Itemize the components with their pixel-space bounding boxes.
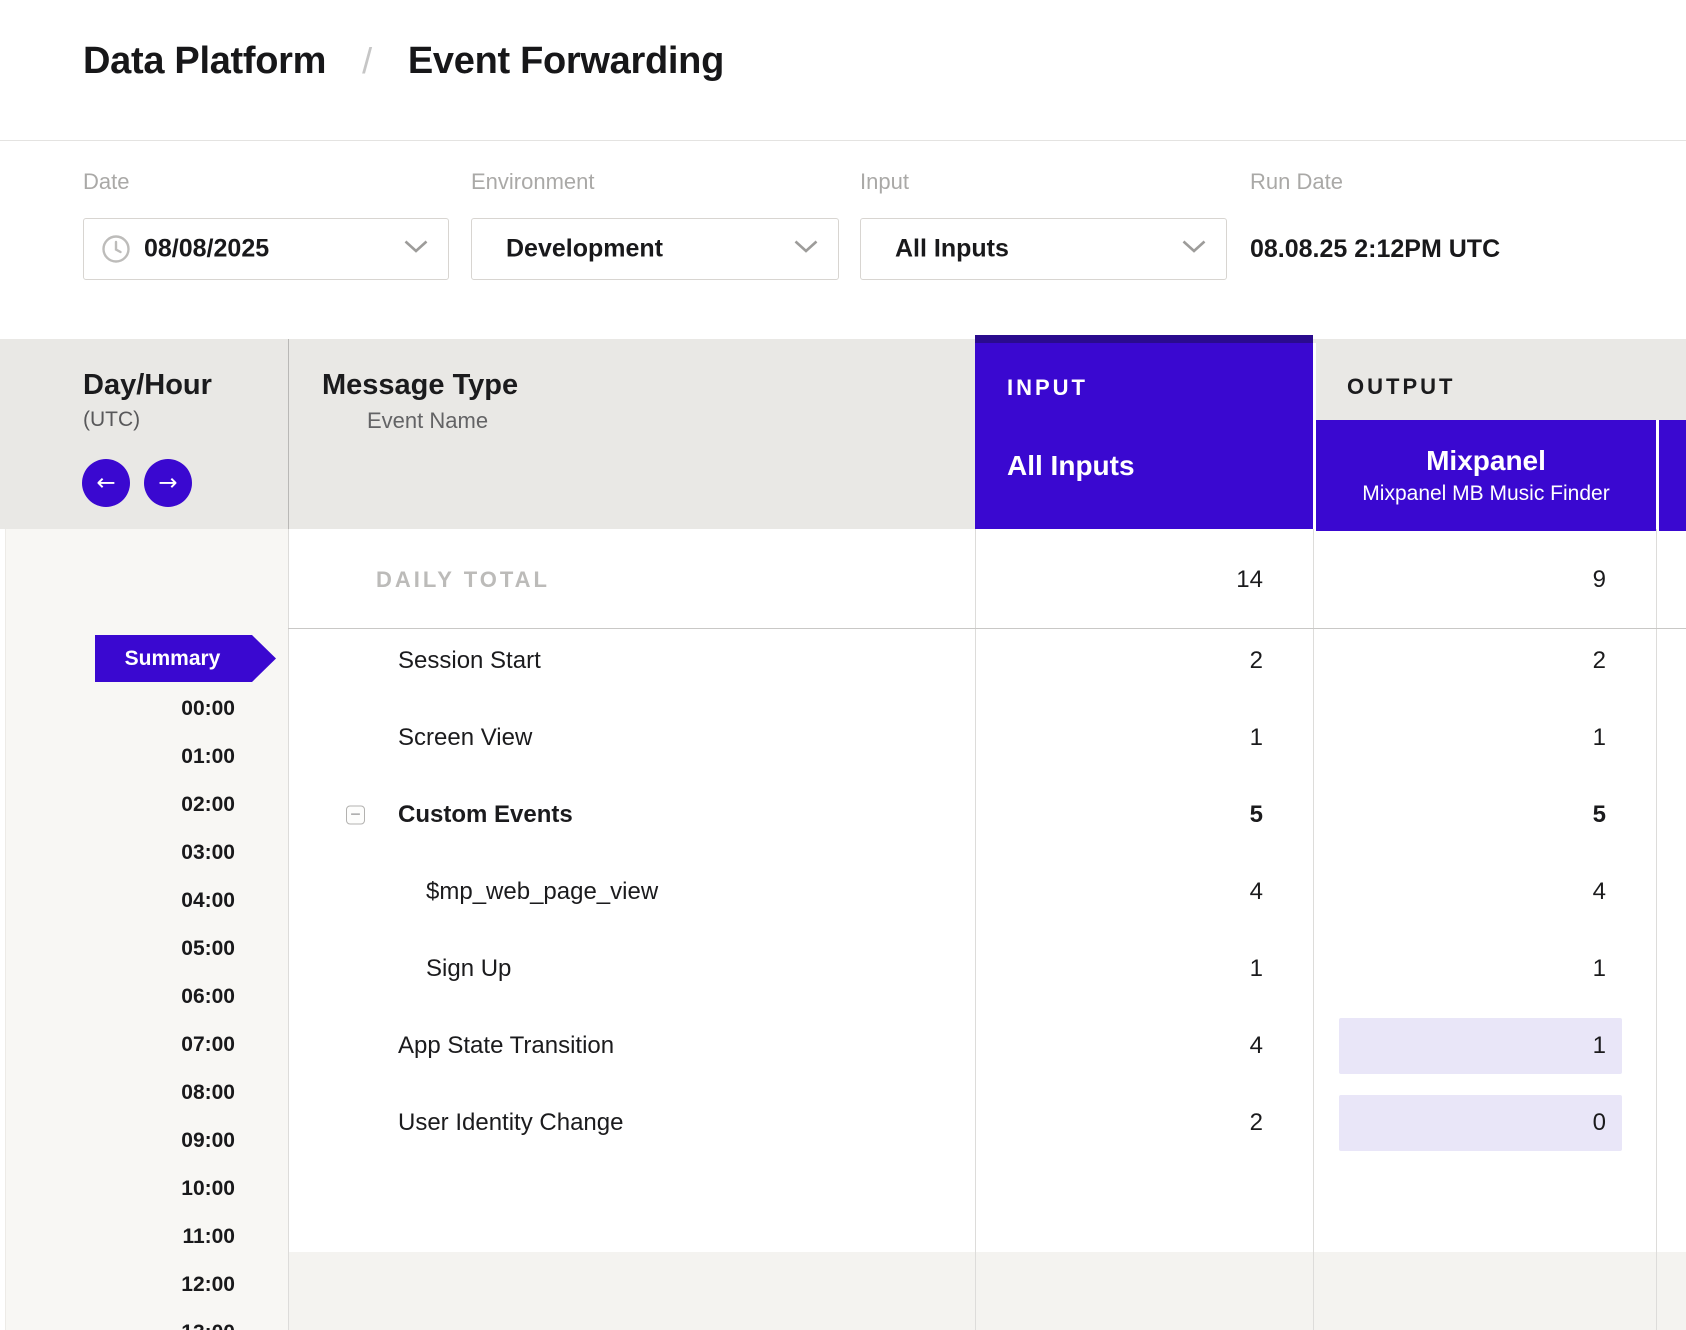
output-count-value: 0 (1592, 1109, 1606, 1136)
hour-row-0400[interactable]: 04:00 (181, 889, 235, 912)
breadcrumb-separator: / (362, 40, 372, 81)
collapse-minus-icon[interactable]: − (346, 805, 365, 825)
input-column-top-bar (975, 335, 1313, 343)
column-divider (975, 529, 976, 1330)
row-label: Custom Events (398, 801, 573, 828)
table-footer-area (288, 1252, 1686, 1330)
row-label: DAILY TOTAL (376, 567, 550, 592)
input-select[interactable]: All Inputs (860, 218, 1227, 280)
hour-row-0600[interactable]: 06:00 (181, 985, 235, 1008)
hour-row-0900[interactable]: 09:00 (181, 1129, 235, 1152)
hour-row-0300[interactable]: 03:00 (181, 841, 235, 864)
clock-icon (101, 234, 131, 264)
output-count-value: 2 (1592, 647, 1606, 674)
input-count-value: 4 (1249, 1032, 1263, 1059)
environment-select-value: Development (506, 234, 663, 263)
input-count-value: 1 (1249, 955, 1263, 982)
message-type-header: Message Type (322, 369, 519, 401)
output-highlight-cell (1339, 1095, 1622, 1151)
output-section-label: OUTPUT (1347, 374, 1456, 399)
day-hour-header: Day/Hour (83, 369, 212, 401)
hour-row-0000[interactable]: 00:00 (181, 697, 235, 720)
table-row: User Identity Change 2 0 (288, 1094, 1686, 1152)
chevron-down-icon (403, 240, 429, 259)
hour-row-0200[interactable]: 02:00 (181, 793, 235, 816)
table-row: Session Start 2 2 (288, 632, 1686, 690)
output-count-value: 1 (1592, 724, 1606, 751)
sidebar-header-divider (288, 339, 289, 529)
column-divider (288, 529, 289, 1330)
hour-row-0800[interactable]: 08:00 (181, 1081, 235, 1104)
date-filter-label: Date (83, 169, 130, 194)
row-label: Session Start (398, 647, 541, 674)
prev-day-button[interactable]: ← (82, 459, 130, 507)
header-divider (0, 140, 1686, 141)
table-row: DAILY TOTAL 14 9 (288, 551, 1686, 609)
hour-row-0100[interactable]: 01:00 (181, 745, 235, 768)
run-date-label: Run Date (1250, 169, 1343, 194)
breadcrumb-data-platform[interactable]: Data Platform (83, 40, 327, 82)
input-select-value: All Inputs (895, 234, 1009, 263)
output-count-value: 4 (1592, 878, 1606, 905)
hour-row-0500[interactable]: 05:00 (181, 937, 235, 960)
output-count-value: 1 (1592, 955, 1606, 982)
column-gap (1656, 420, 1659, 531)
hour-row-1000[interactable]: 10:00 (181, 1177, 235, 1200)
event-name-subheader: Event Name (367, 408, 489, 433)
table-row: App State Transition 4 1 (288, 1017, 1686, 1075)
input-count-value: 4 (1249, 878, 1263, 905)
input-section-label: INPUT (1007, 375, 1088, 400)
output-count-value: 9 (1592, 566, 1606, 593)
row-label: Screen View (398, 724, 533, 751)
hour-row-1200[interactable]: 12:00 (181, 1273, 235, 1296)
summary-label: Summary (124, 646, 221, 670)
summary-row-badge[interactable]: Summary (95, 635, 276, 682)
output-count-value: 1 (1592, 1032, 1606, 1059)
day-hour-timezone: (UTC) (83, 408, 141, 431)
output-column-header-mixpanel[interactable]: Mixpanel Mixpanel MB Music Finder (1316, 420, 1656, 531)
breadcrumb-event-forwarding[interactable]: Event Forwarding (407, 40, 724, 82)
chevron-down-icon (1181, 240, 1207, 259)
column-divider (1313, 529, 1314, 1330)
input-count-value: 2 (1249, 647, 1263, 674)
table-row: Screen View 1 1 (288, 709, 1686, 767)
breadcrumb: Data Platform / Event Forwarding (83, 40, 724, 83)
input-count-value: 1 (1249, 724, 1263, 751)
input-count-value: 14 (1236, 566, 1263, 593)
daily-total-separator (288, 628, 1686, 629)
table-row: − Custom Events 5 5 (288, 786, 1686, 844)
output-column-subtitle: Mixpanel MB Music Finder (1362, 482, 1610, 505)
environment-filter-label: Environment (471, 169, 595, 194)
output-column-partial (1659, 420, 1686, 531)
hour-row-0700[interactable]: 07:00 (181, 1033, 235, 1056)
row-label: $mp_web_page_view (426, 878, 659, 905)
run-date-value: 08.08.25 2:12PM UTC (1250, 235, 1501, 263)
table-row: Sign Up 1 1 (288, 940, 1686, 998)
row-label: User Identity Change (398, 1109, 624, 1136)
row-label: App State Transition (398, 1032, 615, 1059)
column-gap (1313, 343, 1316, 531)
date-select[interactable]: 08/08/2025 (83, 218, 449, 280)
row-label: Sign Up (426, 955, 512, 982)
table-row: $mp_web_page_view 4 4 (288, 863, 1686, 921)
input-count-value: 2 (1249, 1109, 1263, 1136)
output-highlight-cell (1339, 1018, 1622, 1074)
input-column-title: All Inputs (1007, 450, 1135, 481)
arrow-left-icon: ← (96, 470, 116, 496)
hour-row-1300[interactable]: 13:00 (0, 1309, 235, 1330)
column-divider (1656, 529, 1657, 1330)
arrow-right-icon: → (158, 470, 178, 496)
sidebar-gutter-line (5, 529, 6, 1330)
environment-select[interactable]: Development (471, 218, 839, 280)
date-select-value: 08/08/2025 (144, 234, 270, 263)
input-column-header[interactable]: INPUT All Inputs (975, 343, 1313, 529)
next-day-button[interactable]: → (144, 459, 192, 507)
chevron-down-icon (793, 240, 819, 259)
hour-row-1100[interactable]: 11:00 (182, 1225, 235, 1248)
output-count-value: 5 (1592, 801, 1606, 828)
input-count-value: 5 (1249, 801, 1263, 828)
input-filter-label: Input (860, 169, 909, 194)
output-column-title: Mixpanel (1426, 445, 1546, 476)
